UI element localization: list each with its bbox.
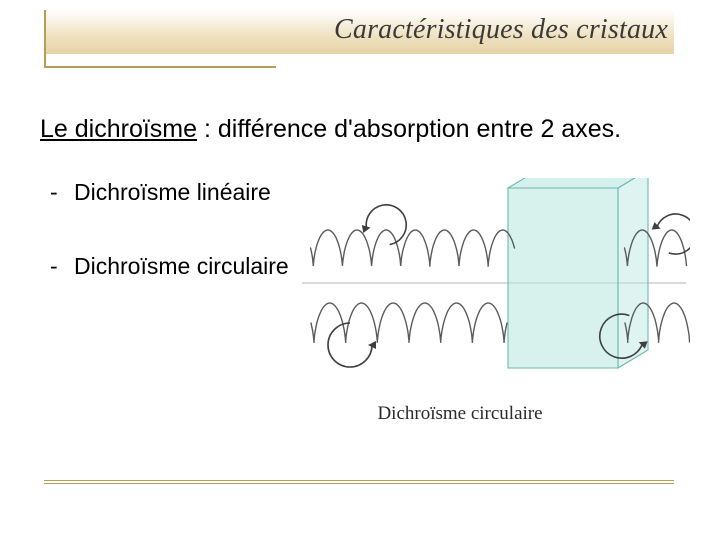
definition-rest: : différence d'absorption entre 2 axes. [197, 115, 621, 143]
footer-rule [44, 480, 674, 484]
list-item-label: Dichroïsme circulaire [74, 253, 289, 279]
dichroism-diagram [300, 178, 690, 398]
diagram-caption: Dichroïsme circulaire [310, 403, 610, 425]
dash-icon: - [50, 253, 58, 281]
page-title: Caractéristiques des cristaux [334, 14, 668, 46]
definition-line: Le dichroïsme : différence d'absorption … [40, 114, 680, 145]
diagram-svg [300, 178, 690, 398]
definition-term: Le dichroïsme [40, 115, 197, 143]
slide: Caractéristiques des cristaux Le dichroï… [0, 0, 720, 540]
list-item-label: Dichroïsme linéaire [74, 179, 271, 205]
title-corner-rule [44, 10, 276, 68]
dash-icon: - [50, 179, 58, 207]
